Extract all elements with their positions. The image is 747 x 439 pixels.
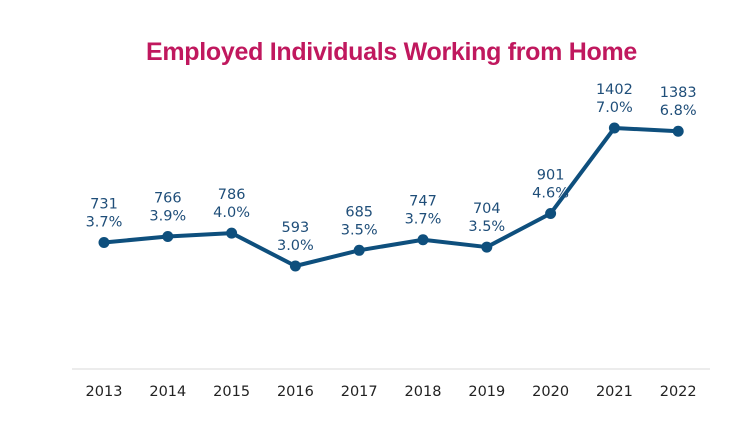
x-tick-label: 2018 [405, 384, 442, 400]
data-point [417, 234, 429, 246]
value-label: 1402 [596, 82, 633, 98]
percent-label: 6.8% [660, 103, 697, 119]
value-label: 1383 [660, 85, 697, 101]
series-line [103, 126, 679, 268]
x-tick-label: 2015 [213, 384, 250, 400]
value-label: 704 [473, 201, 501, 217]
value-label: 685 [345, 204, 373, 220]
percent-label: 4.6% [532, 185, 569, 201]
percent-label: 3.7% [86, 214, 123, 230]
value-label: 731 [90, 196, 118, 212]
percent-label: 3.5% [468, 219, 505, 235]
x-tick-label: 2016 [277, 384, 314, 400]
x-tick-label: 2013 [86, 384, 123, 400]
data-point [353, 244, 365, 256]
value-label: 747 [409, 194, 437, 210]
data-point [672, 125, 684, 137]
percent-label: 3.5% [341, 222, 378, 238]
x-tick-label: 2020 [532, 384, 569, 400]
data-point [289, 260, 301, 272]
chart-title: Employed Individuals Working from Home [146, 38, 637, 66]
data-point [226, 227, 238, 239]
data-point [162, 230, 174, 242]
value-label: 766 [154, 190, 182, 206]
data-point [608, 122, 620, 134]
percent-label: 3.0% [277, 238, 314, 254]
x-tick-label: 2017 [341, 384, 378, 400]
percent-label: 7.0% [596, 100, 633, 116]
x-tick-label: 2021 [596, 384, 633, 400]
x-tick-label: 2014 [149, 384, 186, 400]
value-label: 901 [537, 167, 565, 183]
data-point [481, 241, 493, 253]
percent-label: 4.0% [213, 205, 250, 221]
data-point [98, 236, 110, 248]
x-tick-label: 2019 [468, 384, 505, 400]
data-point [545, 207, 557, 219]
percent-label: 3.7% [405, 212, 442, 228]
x-tick-label: 2022 [660, 384, 697, 400]
percent-label: 3.9% [149, 208, 186, 224]
value-label: 786 [218, 187, 246, 203]
value-label: 593 [282, 220, 310, 236]
